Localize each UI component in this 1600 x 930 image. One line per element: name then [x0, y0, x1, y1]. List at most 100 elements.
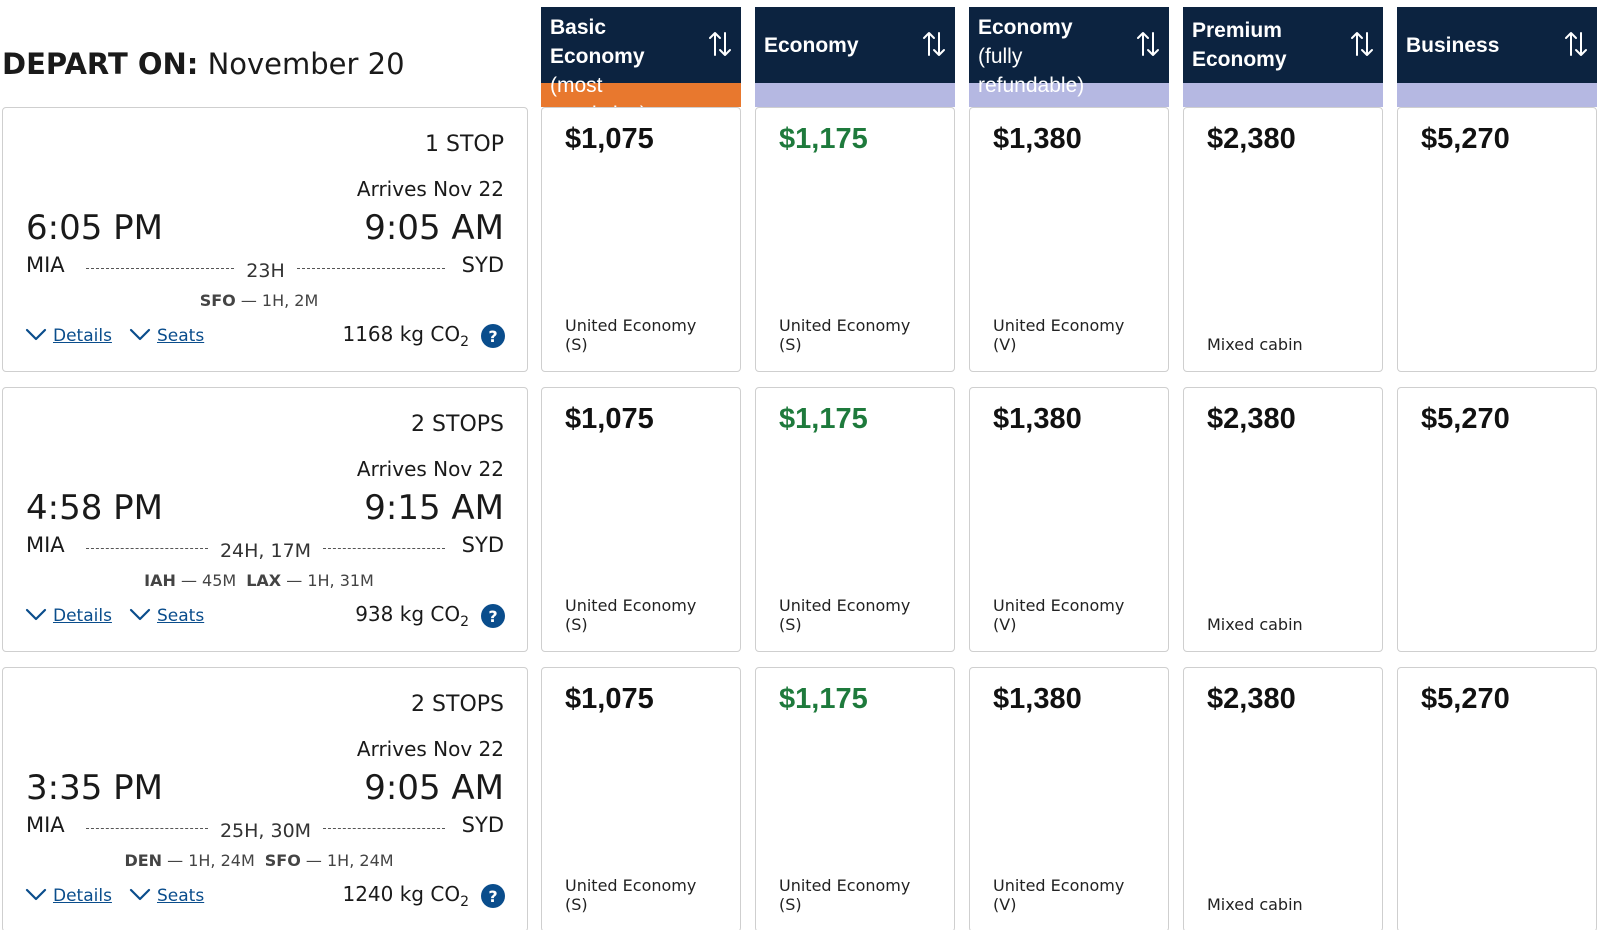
fare-name: Economy [764, 33, 859, 57]
layover-separator: — [235, 291, 262, 310]
layover-airport: IAH [144, 571, 176, 590]
details-toggle[interactable]: Details [25, 326, 112, 346]
fare-price: $1,175 [779, 403, 868, 435]
fare-accent-bar [969, 83, 1169, 107]
seats-link[interactable]: Seats [157, 886, 205, 906]
departure-time: 6:05 PM [26, 208, 163, 248]
fare-price-cell[interactable]: $2,380 Mixed cabin [1183, 107, 1383, 372]
flight-card: 1 STOP Arrives Nov 22 6:05 PM 9:05 AM MIA SYD… [2, 107, 528, 372]
fare-column-header[interactable]: Economy [755, 7, 955, 107]
co2-text: 1240 kg CO [342, 882, 461, 906]
fare-price: $2,380 [1207, 683, 1296, 715]
fare-price-cell[interactable]: $1,175 United Economy (S) [755, 387, 955, 652]
route-dash [323, 827, 445, 829]
cabin-class: United Economy (V) [993, 876, 1124, 914]
route-line: 25H, 30M [86, 815, 445, 842]
fare-price: $1,380 [993, 123, 1082, 155]
fare-column-header[interactable]: Premium Economy [1183, 7, 1383, 107]
co2-text: 938 kg CO [355, 602, 461, 626]
fare-price: $1,175 [779, 683, 868, 715]
fare-accent-bar [755, 83, 955, 107]
route-dash [86, 547, 208, 549]
seats-link[interactable]: Seats [157, 326, 205, 346]
origin-airport: MIA [26, 813, 65, 837]
help-icon[interactable]: ? [481, 884, 505, 908]
fare-price-cell[interactable]: $5,270 [1397, 667, 1597, 930]
cabin-class: United Economy (S) [565, 876, 696, 914]
fare-code: (V) [993, 335, 1017, 354]
fare-price-cell[interactable]: $5,270 [1397, 387, 1597, 652]
fare-price: $2,380 [1207, 403, 1296, 435]
details-toggle[interactable]: Details [25, 886, 112, 906]
help-icon[interactable]: ? [481, 604, 505, 628]
fare-price-cell[interactable]: $1,075 United Economy (S) [541, 107, 741, 372]
cabin-name: Mixed cabin [1207, 895, 1303, 914]
sort-arrows-icon[interactable] [921, 29, 947, 59]
flight-card: 2 STOPS Arrives Nov 22 4:58 PM 9:15 AM MIA SY… [2, 387, 528, 652]
fare-accent-bar [1397, 83, 1597, 107]
cabin-name: United Economy [779, 316, 911, 335]
seats-toggle[interactable]: Seats [129, 886, 204, 906]
cabin-name: Mixed cabin [1207, 335, 1303, 354]
layover-separator: — [300, 851, 327, 870]
fare-column-header[interactable]: Basic Economy(most restrictive) [541, 7, 741, 126]
fare-price-cell[interactable]: $5,270 [1397, 107, 1597, 372]
fare-price: $5,270 [1421, 123, 1510, 155]
layover-airport: SFO [199, 291, 236, 310]
sort-arrows-icon[interactable] [1135, 29, 1161, 59]
fare-price: $1,075 [565, 683, 654, 715]
stops-count: 1 STOP [425, 132, 504, 157]
destination-airport: SYD [461, 813, 504, 837]
fare-price-cell[interactable]: $1,075 United Economy (S) [541, 387, 741, 652]
seats-link[interactable]: Seats [157, 606, 205, 626]
fare-price-cell[interactable]: $1,175 United Economy (S) [755, 107, 955, 372]
fare-price-cell[interactable]: $1,380 United Economy (V) [969, 107, 1169, 372]
fare-accent-bar [541, 83, 741, 107]
co2-subscript: 2 [460, 894, 469, 910]
details-link[interactable]: Details [53, 326, 112, 346]
sort-arrows-icon[interactable] [1349, 29, 1375, 59]
sort-arrows-icon[interactable] [1563, 29, 1589, 59]
layover: SFO — 1H, 24M [265, 851, 394, 870]
layover-list: DEN — 1H, 24M SFO — 1H, 24M [3, 851, 529, 870]
seats-toggle[interactable]: Seats [129, 326, 204, 346]
details-toggle[interactable]: Details [25, 606, 112, 626]
help-icon[interactable]: ? [481, 324, 505, 348]
details-link[interactable]: Details [53, 606, 112, 626]
layover-airport: LAX [246, 571, 282, 590]
fare-price-cell[interactable]: $1,075 United Economy (S) [541, 667, 741, 930]
fare-code: (V) [993, 895, 1017, 914]
fare-price: $1,075 [565, 403, 654, 435]
cabin-name: United Economy [565, 316, 697, 335]
fare-code: (S) [565, 895, 588, 914]
fare-price-cell[interactable]: $1,380 United Economy (V) [969, 387, 1169, 652]
fare-name: Basic Economy [550, 16, 645, 68]
fare-subtitle: (fully refundable) [978, 45, 1085, 97]
fare-column-header[interactable]: Business [1397, 7, 1597, 107]
co2-emissions: 1240 kg CO2? [342, 882, 505, 910]
depart-date: November 20 [207, 47, 405, 81]
seats-toggle[interactable]: Seats [129, 606, 204, 626]
chevron-down-icon [129, 886, 151, 906]
cabin-class: Mixed cabin [1207, 335, 1303, 354]
cabin-class: Mixed cabin [1207, 615, 1303, 634]
fare-price-cell[interactable]: $1,175 United Economy (S) [755, 667, 955, 930]
fare-price-cell[interactable]: $2,380 Mixed cabin [1183, 667, 1383, 930]
cabin-class: United Economy (S) [779, 596, 910, 634]
fare-column-header[interactable]: Economy (fully refundable) [969, 7, 1169, 107]
cabin-class: United Economy (S) [565, 596, 696, 634]
co2-value: 1240 kg CO2 [342, 882, 469, 910]
layover-separator: — [281, 571, 308, 590]
fare-header-title: Economy (fully refundable) [969, 7, 1169, 97]
details-link[interactable]: Details [53, 886, 112, 906]
sort-arrows-icon[interactable] [707, 29, 733, 59]
fare-price-cell[interactable]: $2,380 Mixed cabin [1183, 387, 1383, 652]
layover-time: 1H, 31M [307, 571, 374, 590]
route-dash [86, 267, 235, 269]
fare-code: (S) [779, 615, 802, 634]
cabin-name: United Economy [779, 876, 911, 895]
co2-subscript: 2 [460, 614, 469, 630]
fare-price-cell[interactable]: $1,380 United Economy (V) [969, 667, 1169, 930]
route-line: 24H, 17M [86, 535, 445, 562]
layover-airport: DEN [124, 851, 163, 870]
